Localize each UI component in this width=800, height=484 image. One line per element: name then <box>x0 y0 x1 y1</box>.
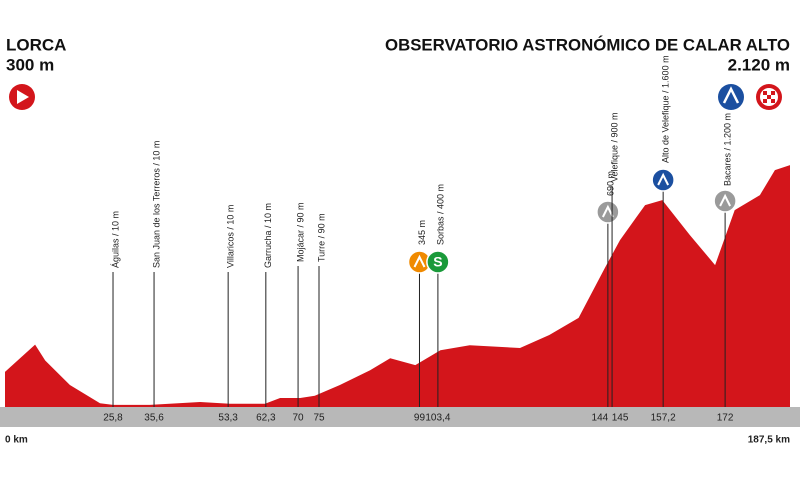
km-label: 53,3 <box>218 413 238 424</box>
finish-flag-icon <box>756 84 782 110</box>
axis-end-label: 0 km <box>5 435 28 446</box>
km-label: 62,3 <box>256 413 276 424</box>
start-name: LORCA <box>6 35 66 54</box>
marker-label: 345 m <box>417 220 427 245</box>
km-label: 144 <box>592 413 609 424</box>
km-label: 99 <box>414 413 426 424</box>
marker-icon <box>596 200 620 224</box>
start-altitude: 300 m <box>6 55 54 74</box>
finish-climb-icon <box>718 84 744 110</box>
marker-label: Mojácar / 90 m <box>295 202 305 262</box>
km-label: 157,2 <box>651 413 676 424</box>
finish-altitude: 2.120 m <box>728 55 790 74</box>
marker-label: Alto de Velefique / 1.600 m <box>661 55 671 163</box>
km-label: 25,8 <box>103 413 123 424</box>
marker-glyph <box>719 193 732 207</box>
marker-label: Turre / 90 m <box>316 213 326 262</box>
marker-glyph <box>601 204 614 218</box>
elevation-area <box>5 165 790 407</box>
km-label: 145 <box>612 413 629 424</box>
marker-icon <box>426 250 450 274</box>
marker-label: Villaricos / 10 m <box>226 205 236 268</box>
sprint-icon-text: S <box>433 254 442 270</box>
marker-label: 690 m <box>605 171 615 196</box>
marker-label: Garrucha / 10 m <box>263 203 273 268</box>
km-band <box>0 407 800 427</box>
km-label: 70 <box>293 413 305 424</box>
km-label: 35,6 <box>144 413 164 424</box>
start-icon <box>9 84 35 110</box>
km-label: 172 <box>717 413 734 424</box>
finish-name: OBSERVATORIO ASTRONÓMICO DE CALAR ALTO <box>385 35 790 54</box>
marker-label: Águilas / 10 m <box>110 211 120 268</box>
marker-label: Bacares / 1.200 m <box>722 113 732 186</box>
axis-end-label: 187,5 km <box>748 435 790 446</box>
marker-glyph <box>413 254 426 268</box>
marker-label: Sorbas / 400 m <box>435 184 445 245</box>
marker-icon <box>713 189 737 213</box>
marker-label: San Juan de los Terreros / 10 m <box>151 141 161 268</box>
km-label: 103,4 <box>425 413 450 424</box>
km-label: 75 <box>313 413 325 424</box>
marker-glyph <box>657 172 670 186</box>
marker-icon <box>651 168 675 192</box>
marker-label: Velefique / 900 m <box>609 112 619 182</box>
